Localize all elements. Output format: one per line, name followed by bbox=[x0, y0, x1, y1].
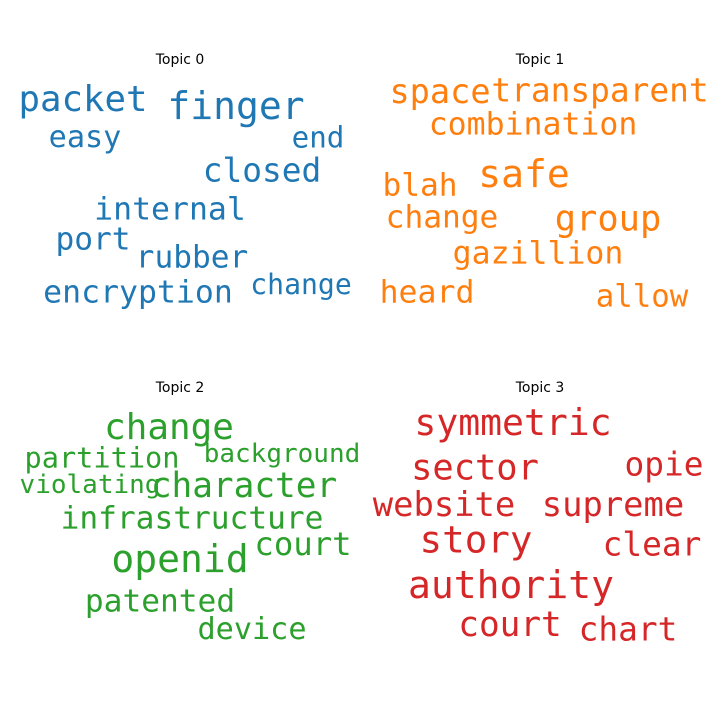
topic-3-word-chart: chart bbox=[578, 610, 678, 649]
topic-2-word-background: background bbox=[203, 439, 361, 469]
topic-2-panel: Topic 2 openid change character court infras… bbox=[0, 328, 361, 688]
topic-0-word-encryption: encryption bbox=[43, 274, 233, 311]
topic-3-word-supreme: supreme bbox=[541, 485, 685, 525]
topic-2-word-infrastructure: infrastructure bbox=[60, 500, 324, 537]
topic-2-word-openid: openid bbox=[111, 537, 249, 581]
topic-2-word-court: court bbox=[254, 524, 352, 563]
topic-1-word-space: space bbox=[389, 72, 491, 112]
topic-2-word-character: character bbox=[150, 465, 338, 506]
topic-1-word-safe: safe bbox=[478, 152, 570, 196]
topic-3-word-authority: authority bbox=[408, 563, 614, 607]
topic-3-panel: Topic 3 authority story symmetric sector cou… bbox=[360, 328, 720, 688]
topic-0-word-change: change bbox=[250, 267, 352, 301]
topic-0-word-rubber: rubber bbox=[135, 239, 249, 276]
topic-0-word-internal: internal bbox=[94, 191, 246, 228]
topic-1-word-group: group bbox=[554, 198, 662, 240]
topic-0-word-closed: closed bbox=[202, 151, 322, 190]
topic-0-word-finger: finger bbox=[167, 84, 305, 128]
topic-1-word-heard: heard bbox=[379, 274, 475, 311]
topic-2-word-partition: partition bbox=[24, 440, 180, 475]
topic-3-word-opie: opie bbox=[624, 445, 704, 484]
topic-1-word-change: change bbox=[385, 199, 499, 236]
topic-1-word-allow: allow bbox=[595, 279, 689, 315]
topic-2-word-change: change bbox=[104, 407, 234, 449]
topic-3-word-story: story bbox=[419, 517, 533, 562]
topic-1-word-combination: combination bbox=[428, 106, 638, 143]
topic-0-title: Topic 0 bbox=[155, 52, 205, 68]
topic-2-word-violating: violating bbox=[19, 470, 161, 500]
topic-3-word-sector: sector bbox=[411, 447, 539, 489]
topic-1-title: Topic 1 bbox=[515, 52, 565, 68]
topic-1-word-transparent: transparent bbox=[491, 71, 709, 110]
topic-0-word-end: end bbox=[291, 120, 345, 155]
topic-0-panel: Topic 0 finger packet closed encryption inte… bbox=[0, 0, 360, 360]
topic-3-word-symmetric: symmetric bbox=[414, 400, 612, 444]
topic-0-word-packet: packet bbox=[18, 79, 148, 121]
topic-1-word-gazillion: gazillion bbox=[452, 235, 624, 272]
topic-0-word-easy: easy bbox=[48, 119, 122, 155]
topic-2-title: Topic 2 bbox=[155, 380, 205, 396]
topic-3-word-court: court bbox=[458, 604, 562, 645]
topic-2-word-device: device bbox=[197, 611, 307, 647]
topic-1-word-blah: blah bbox=[382, 167, 458, 204]
topic-3-word-website: website bbox=[372, 485, 516, 525]
topic-3-word-clear: clear bbox=[602, 525, 702, 564]
topic-2-word-patented: patented bbox=[84, 583, 236, 620]
topic-1-panel: Topic 1 safe group space transparent combina… bbox=[360, 0, 720, 360]
topic-3-title: Topic 3 bbox=[515, 380, 565, 396]
topic-0-word-port: port bbox=[55, 221, 131, 258]
